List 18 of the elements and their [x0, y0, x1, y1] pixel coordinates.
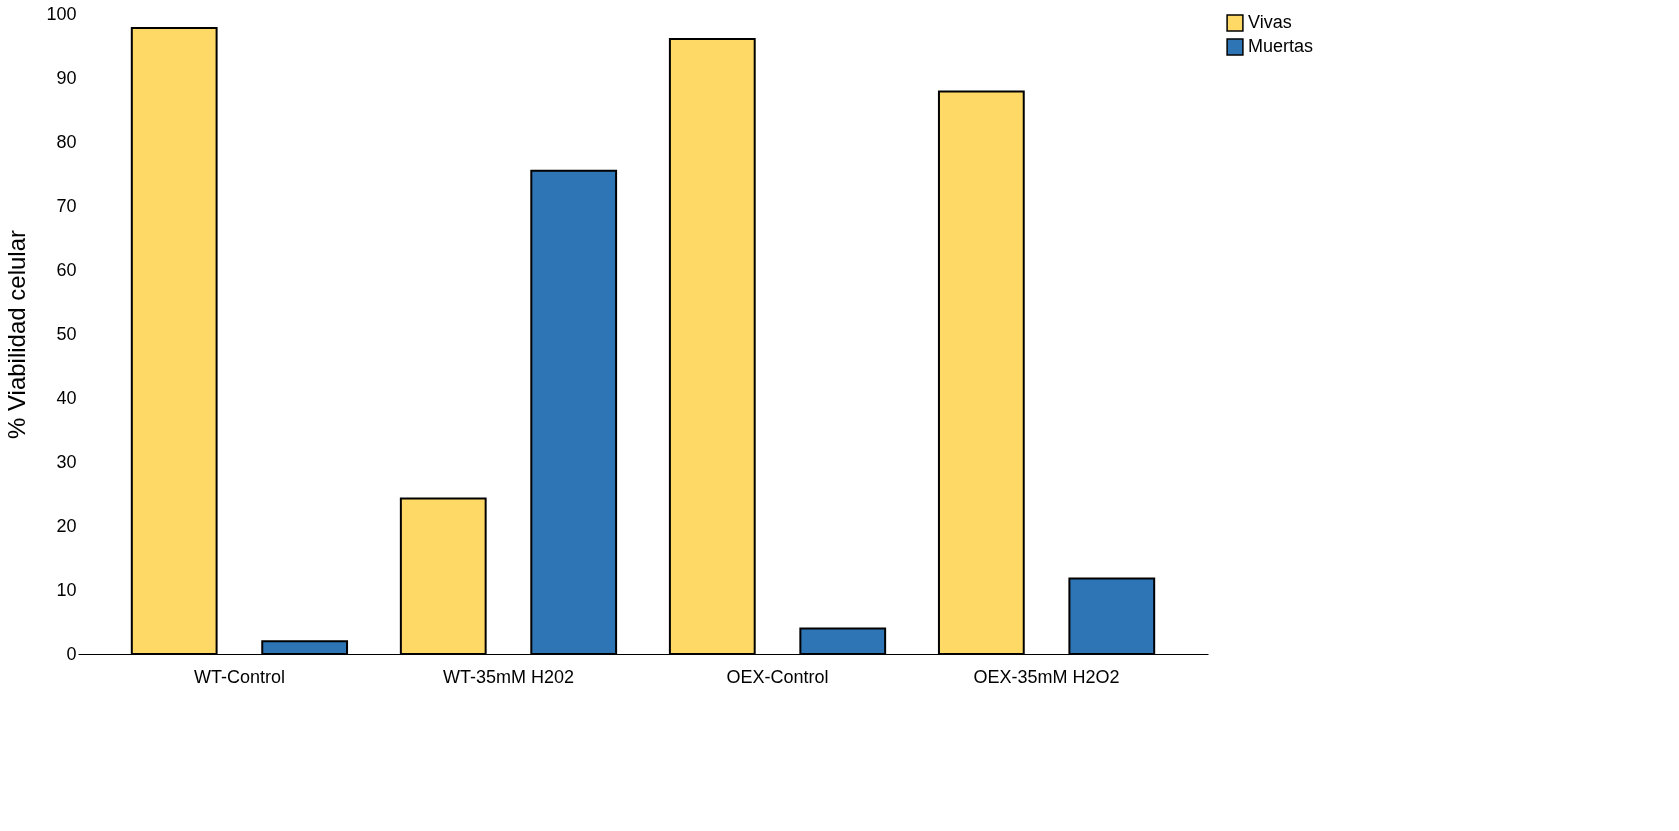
y-tick-label: 30 [56, 451, 77, 472]
y-tick-label: 50 [56, 323, 77, 344]
x-tick-label: OEX-Control [726, 666, 829, 687]
y-axis-title: % Viabilidad celular [3, 229, 31, 440]
y-tick-label: 90 [56, 67, 77, 88]
x-tick-label: WT-Control [193, 666, 285, 687]
y-tick-label: 100 [46, 3, 77, 24]
y-tick-label: 10 [56, 579, 77, 600]
legend-label: Vivas [1248, 12, 1292, 32]
x-tick-label: OEX-35mM H2O2 [973, 666, 1120, 687]
y-tick-label: 20 [56, 515, 77, 536]
y-tick-label: 40 [56, 387, 77, 408]
y-tick-label: 0 [66, 643, 77, 664]
x-tick-label: WT-35mM H202 [442, 666, 574, 687]
legend-label: Muertas [1248, 36, 1314, 56]
y-tick-label: 80 [56, 131, 77, 152]
y-tick-label: 70 [56, 195, 77, 216]
y-tick-label: 60 [56, 259, 77, 280]
